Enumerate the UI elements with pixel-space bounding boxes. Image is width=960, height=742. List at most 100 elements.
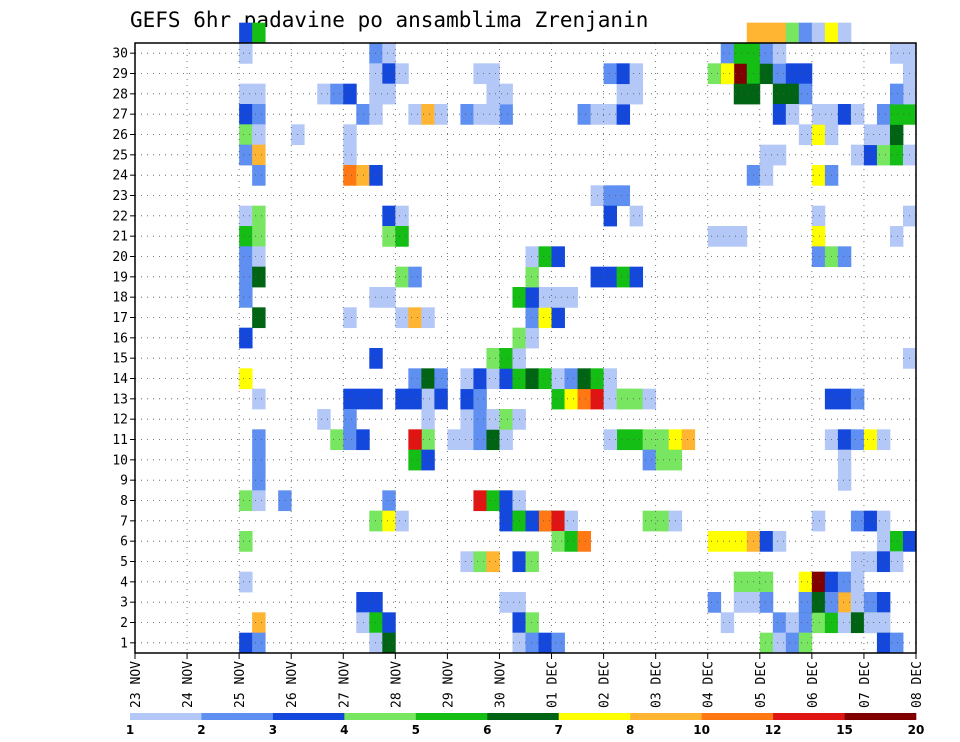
heatmap-cell <box>759 632 774 654</box>
heatmap-cell <box>239 287 253 308</box>
heatmap-cell <box>382 510 396 532</box>
heatmap-cell <box>369 104 383 125</box>
x-tick-label: 30 NOV <box>493 661 508 708</box>
heatmap-cell <box>486 63 500 85</box>
heatmap-cell <box>616 388 631 410</box>
heatmap-cell <box>551 246 565 268</box>
heatmap-cell <box>343 409 357 430</box>
heatmap-cell <box>759 63 774 85</box>
heatmap-cell <box>798 592 813 613</box>
colorbar-label: 10 <box>693 723 710 737</box>
heatmap-cell <box>460 409 474 430</box>
heatmap-cell <box>551 388 565 410</box>
heatmap-cell <box>564 531 578 552</box>
heatmap-cell <box>811 165 826 186</box>
heatmap-cell <box>382 632 396 654</box>
heatmap-cell <box>603 388 618 410</box>
colorbar-label: 5 <box>412 723 420 737</box>
heatmap-cell <box>421 307 435 329</box>
heatmap-cell <box>369 612 383 634</box>
heatmap-cell <box>811 205 826 227</box>
x-tick-label: 08 DEC <box>910 661 925 708</box>
heatmap-cell <box>252 632 266 654</box>
heatmap-cell <box>239 144 253 166</box>
heatmap-cell <box>551 287 565 308</box>
heatmap-cell <box>837 388 852 410</box>
x-tick-label: 29 NOV <box>441 661 456 708</box>
heatmap-cell <box>733 63 748 85</box>
heatmap-cell <box>655 510 670 532</box>
heatmap-cell <box>239 43 253 64</box>
heatmap-cell <box>889 531 904 552</box>
heatmap-cell <box>681 429 696 451</box>
x-tick-label: 04 DEC <box>702 661 717 708</box>
heatmap-cell <box>525 327 539 349</box>
y-tick-label: 21 <box>112 230 128 245</box>
heatmap-cell <box>239 226 253 247</box>
heatmap-cell <box>837 449 852 471</box>
heatmap-cell <box>252 104 266 125</box>
heatmap-cell <box>707 592 722 613</box>
heatmap-cell <box>460 368 474 390</box>
heatmap-cell <box>772 531 787 552</box>
heatmap-cell <box>252 83 266 105</box>
heatmap-cell <box>629 388 644 410</box>
heatmap-cell <box>876 104 891 125</box>
y-tick-label: 30 <box>112 47 128 62</box>
heatmap-cell <box>525 510 539 532</box>
heatmap-cell <box>343 165 357 186</box>
heatmap-cell <box>876 632 891 654</box>
heatmap-cell <box>733 43 748 64</box>
heatmap-cell <box>499 490 513 512</box>
heatmap-cell <box>369 63 383 85</box>
heatmap-cell <box>837 104 852 125</box>
heatmap-cell <box>252 470 266 491</box>
heatmap-cell <box>798 632 813 654</box>
heatmap-cell <box>772 43 787 64</box>
heatmap-cell <box>759 43 774 64</box>
x-tick-label: 06 DEC <box>806 661 821 708</box>
heatmap-cell <box>798 63 813 85</box>
heatmap-cell <box>369 165 383 186</box>
heatmap-cell <box>421 388 435 410</box>
heatmap-cell <box>772 632 787 654</box>
heatmap-cell <box>473 429 487 451</box>
y-tick-label: 27 <box>112 108 128 123</box>
heatmap-cell <box>460 388 474 410</box>
heatmap-cell <box>460 104 474 125</box>
heatmap-cell <box>499 83 513 105</box>
heatmap-cell <box>603 266 618 288</box>
heatmap-cell <box>811 246 826 268</box>
x-tick-label: 07 DEC <box>858 661 873 708</box>
heatmap-cell <box>707 226 722 247</box>
x-axis-ticks: 23 NOV 24 NOV 25 NOV 26 NOV 27 NOV 28 NOV 29 N… <box>129 653 925 708</box>
heatmap-cell <box>850 612 865 634</box>
heatmap-cell <box>369 348 383 369</box>
heatmap-cell <box>525 266 539 288</box>
colorbar-label: 3 <box>269 723 277 737</box>
heatmap-cell <box>538 307 552 329</box>
heatmap-cell <box>889 226 904 247</box>
heatmap-cell <box>785 83 800 105</box>
heatmap-cell <box>733 83 748 105</box>
heatmap-cell <box>317 409 331 430</box>
colorbar-swatch <box>130 713 202 720</box>
heatmap-cell <box>499 348 513 369</box>
heatmap-cell <box>252 22 266 44</box>
heatmap-cell <box>824 22 839 44</box>
heatmap-cell <box>850 104 865 125</box>
heatmap-cell <box>811 612 826 634</box>
y-tick-label: 29 <box>112 67 128 82</box>
x-tick-label: 26 NOV <box>285 661 300 708</box>
chart-title: GEFS 6hr padavine po ansamblima Zrenjani… <box>130 8 648 32</box>
heatmap-cell <box>239 632 253 654</box>
heatmap-cell <box>330 83 344 105</box>
colorbar-label: 20 <box>908 723 925 737</box>
heatmap-cell <box>629 266 644 288</box>
colorbar: 1 2 3 4 5 6 7 8 10 12 15 20 <box>126 713 925 737</box>
heatmap-cell <box>525 612 539 634</box>
heatmap-cell <box>239 327 253 349</box>
y-tick-label: 20 <box>112 250 128 265</box>
y-tick-label: 19 <box>112 270 128 285</box>
heatmap-cell <box>382 63 396 85</box>
